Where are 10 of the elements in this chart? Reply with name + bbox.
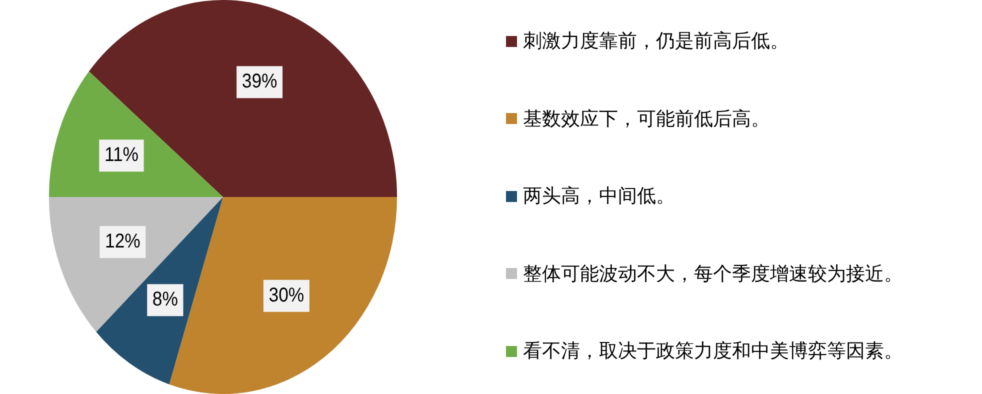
data-label: 30% (268, 283, 304, 306)
legend-label: 两头高，中间低。 (523, 184, 675, 209)
legend-label: 整体可能波动不大，每个季度增速较为接近。 (523, 262, 903, 286)
data-label: 11% (104, 143, 139, 166)
legend-label: 刺激力度靠前，仍是前高后低。 (523, 29, 789, 54)
legend-label: 看不清，取决于政策力度和中美博弈等因素。 (523, 339, 903, 364)
data-label: 12% (105, 229, 141, 252)
data-label: 8% (152, 288, 178, 310)
legend-label: 基数效应下，可能前低后高。 (523, 106, 770, 132)
data-label: 39% (242, 70, 278, 92)
